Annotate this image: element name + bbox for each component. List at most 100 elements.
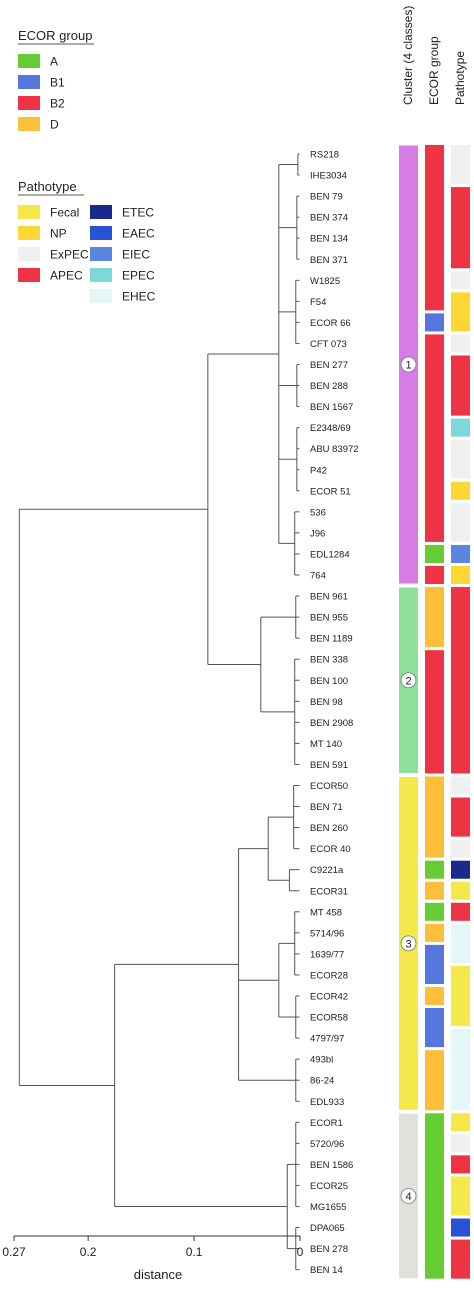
- ecor-segment: [425, 986, 444, 1006]
- ecor-segment: [425, 1113, 444, 1279]
- column-headers: Cluster (4 classes) ECOR group Pathotype: [401, 6, 467, 105]
- strain-label: IHE3034: [310, 171, 347, 182]
- pathotype-segment: [451, 776, 470, 795]
- column-header-cluster: Cluster (4 classes): [401, 6, 415, 105]
- strain-label: ECOR31: [310, 886, 348, 897]
- pathotype-legend: Pathotype Fecal NP ExPEC APEC ETEC EAEC EIEC EP…: [18, 179, 156, 304]
- ecor-legend-label: B1: [50, 76, 65, 90]
- strain-label: F54: [310, 297, 326, 308]
- strain-label: BEN 14: [310, 1265, 343, 1276]
- strain-label: ECOR 40: [310, 844, 351, 855]
- pathotype-segment: [451, 1176, 470, 1216]
- pathotype-legend-label: EAEC: [122, 227, 155, 241]
- pathotype-legend-label: Fecal: [50, 206, 79, 220]
- pathotype-legend-title: Pathotype: [18, 179, 77, 194]
- pathotype-legend-label: APEC: [50, 269, 83, 283]
- pathotype-segment: [451, 1218, 470, 1237]
- strain-label: DPA065: [310, 1223, 345, 1234]
- pathotype-segment: [451, 544, 470, 563]
- cluster-number: 3: [405, 938, 411, 950]
- ecor-segment: [425, 144, 444, 311]
- ecor-legend-items: A B1 B2 D: [18, 54, 65, 132]
- strain-label: BEN 591: [310, 760, 348, 771]
- column-header-pathotype: Pathotype: [453, 51, 467, 105]
- strain-label: ECOR 66: [310, 318, 351, 329]
- strain-label: BEN 79: [310, 192, 343, 203]
- strain-label: 5714/96: [310, 928, 344, 939]
- strain-label: E2348/69: [310, 423, 351, 434]
- strain-label: BEN 1567: [310, 402, 353, 413]
- strain-label: 1639/77: [310, 949, 344, 960]
- strain-label: MT 458: [310, 907, 342, 918]
- ecor-segment: [425, 923, 444, 942]
- pathotype-segment: [451, 902, 470, 921]
- strain-label: ABU 83972: [310, 444, 359, 455]
- strain-label: BEN 134: [310, 234, 348, 245]
- ecor-segment: [425, 776, 444, 858]
- pathotype-segment: [451, 923, 470, 963]
- strain-label: ECOR1: [310, 1118, 343, 1129]
- cluster-number-badge: [400, 1188, 417, 1204]
- pathotype-segment: [451, 481, 470, 500]
- strain-label: W1825: [310, 276, 340, 287]
- pathotype-swatch-fecal: [18, 205, 40, 219]
- pathotype-segment: [451, 1029, 470, 1111]
- pathotype-swatch-epec: [90, 268, 112, 282]
- pathotype-swatch-eiec: [90, 247, 112, 261]
- pathotype-swatch-eaec: [90, 226, 112, 240]
- cluster-column: 1 2 3 4: [399, 145, 418, 1279]
- pathotype-column: [451, 144, 470, 1279]
- strain-label: J96: [310, 528, 325, 539]
- axis-tick-label: 0.27: [2, 1245, 26, 1259]
- ecor-segment: [425, 544, 444, 563]
- ecor-segment: [425, 313, 444, 332]
- strain-label: 493bl: [310, 1055, 333, 1066]
- dendrogram-tree: [18, 153, 300, 1271]
- strain-label: BEN 98: [310, 697, 343, 708]
- column-header-ecor: ECOR group: [427, 36, 441, 105]
- pathotype-segment: [451, 502, 470, 542]
- strain-label: BEN 955: [310, 613, 348, 624]
- strain-label: P42: [310, 465, 327, 476]
- cluster-number-badge: [400, 935, 417, 952]
- pathotype-segment: [451, 292, 470, 332]
- pathotype-swatch-expec: [18, 247, 40, 261]
- strain-label: ECOR42: [310, 992, 348, 1003]
- pathotype-segment: [451, 187, 470, 269]
- ecor-legend-title: ECOR group: [18, 28, 92, 43]
- cluster-number-badge: [400, 356, 417, 373]
- cluster-number: 4: [405, 1191, 411, 1203]
- pathotype-segment: [451, 1113, 470, 1132]
- strain-label: MG1655: [310, 1202, 346, 1213]
- pathotype-legend-label: ExPEC: [50, 248, 89, 262]
- axis-label: distance: [134, 1267, 182, 1282]
- pathotype-segment: [451, 965, 470, 1027]
- ecor-swatch-b2: [18, 96, 40, 110]
- ecor-segment: [425, 881, 444, 900]
- pathotype-legend-label: NP: [50, 227, 67, 241]
- ecor-segment: [425, 860, 444, 879]
- pathotype-legend-label: ETEC: [122, 206, 154, 220]
- pathotype-swatch-ehec: [90, 289, 112, 303]
- strain-label: BEN 100: [310, 676, 348, 687]
- strain-label: BEN 71: [310, 802, 343, 813]
- strain-label: EDL933: [310, 1097, 344, 1108]
- pathotype-segment: [451, 418, 470, 437]
- pathotype-legend-label: EHEC: [122, 290, 156, 304]
- ecor-legend-label: D: [50, 118, 59, 132]
- strain-label: BEN 278: [310, 1244, 348, 1255]
- pathotype-segment: [451, 271, 470, 290]
- ecor-segment: [425, 1008, 444, 1048]
- cluster-number: 1: [405, 360, 411, 372]
- ecor-segment: [425, 587, 444, 648]
- pathotype-segment: [451, 334, 470, 353]
- strain-label: BEN 338: [310, 655, 348, 666]
- ecor-segment: [425, 902, 444, 921]
- axis-tick-label: 0.2: [80, 1245, 97, 1259]
- ecor-segment: [425, 650, 444, 774]
- strain-label: RS218: [310, 150, 339, 161]
- strain-label: EDL1284: [310, 549, 350, 560]
- strain-label: ECOR58: [310, 1013, 348, 1024]
- pathotype-swatch-np: [18, 226, 40, 240]
